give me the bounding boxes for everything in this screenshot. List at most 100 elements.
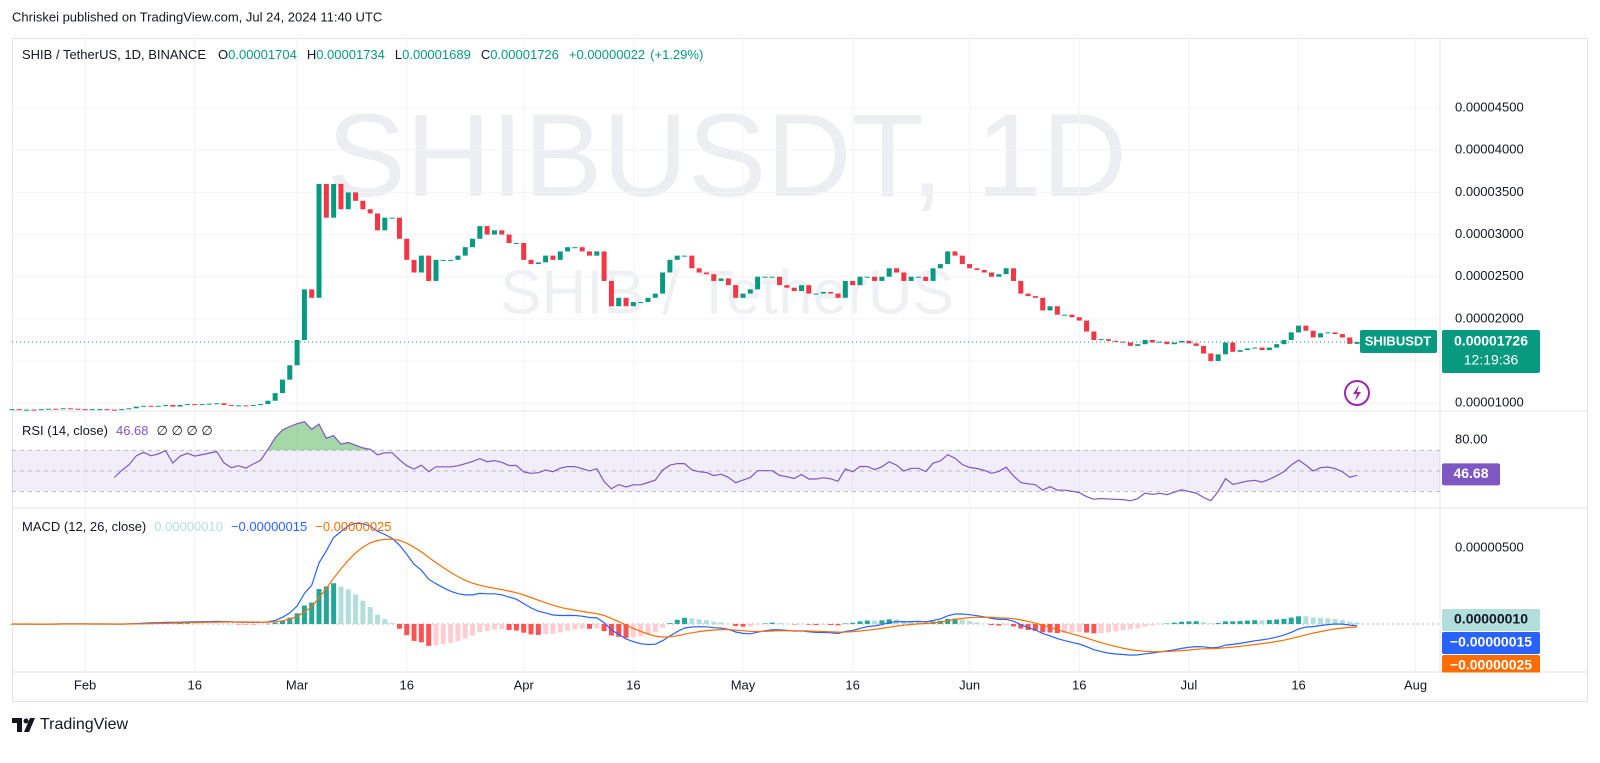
candle (46, 408, 52, 410)
macd-histogram-bar (236, 623, 242, 625)
y-tick-label: 0.00002500 (1455, 268, 1524, 283)
y-tick-label: 0.00004500 (1455, 99, 1524, 114)
price-tag (1442, 330, 1540, 374)
macd-histogram-bar (1091, 623, 1097, 634)
candle (740, 293, 746, 298)
candle (448, 259, 454, 261)
candle (1171, 342, 1177, 345)
candle (433, 259, 439, 281)
macd-histogram-bar (682, 617, 688, 624)
candle (375, 213, 380, 231)
change-pct: (+1.29%) (650, 47, 703, 62)
macd-histogram-bar (1230, 621, 1236, 624)
x-tick-label: 16 (845, 677, 859, 692)
candle (1010, 268, 1016, 281)
macd-histogram-bar (265, 623, 271, 625)
macd-histogram-bar (594, 623, 600, 629)
candle (711, 274, 717, 281)
candle (747, 289, 753, 294)
candle (323, 183, 329, 218)
candle (930, 268, 936, 281)
candle (294, 339, 300, 366)
macd-histogram-bar (1347, 621, 1353, 624)
macd-histogram-bar (345, 589, 351, 624)
plot-layer: SHIBUSDT, 1D SHIB / TetherUS Feb 16 Mar 16 Apr… (9, 38, 1588, 701)
x-tick-label: 16 (626, 677, 640, 692)
candle (1259, 347, 1265, 351)
macd-histogram-bar (1266, 620, 1272, 624)
macd-histogram-bar (725, 623, 731, 625)
macd-histogram-bar (1120, 623, 1126, 631)
candle (382, 217, 388, 231)
candle (97, 409, 103, 411)
signal-line (12, 538, 1358, 653)
change: +0.00000022 (569, 47, 645, 62)
candle (1032, 296, 1038, 298)
candle (565, 247, 571, 252)
macd-histogram-bar (674, 619, 680, 624)
macd-histogram-bar (221, 623, 227, 625)
macd-histogram-bar (199, 623, 205, 624)
candle (733, 285, 739, 298)
ohlc-key: O (218, 47, 228, 62)
candle (835, 293, 841, 298)
macd-histogram-tag (1442, 609, 1540, 631)
candle (894, 268, 900, 273)
macd-histogram-bar (740, 623, 746, 627)
macd-histogram-bar (1296, 616, 1302, 624)
macd-histogram-bar (360, 600, 366, 624)
candle (952, 251, 958, 256)
candle (594, 251, 600, 256)
macd-histogram-bar (426, 623, 432, 646)
macd-histogram-bar (1288, 617, 1294, 624)
candle (1332, 332, 1338, 335)
macd-histogram-bar (433, 623, 439, 646)
candle (1208, 353, 1214, 362)
candle (1003, 268, 1009, 275)
candle (184, 404, 190, 406)
candle (996, 274, 1002, 277)
macd-histogram-bar (1281, 618, 1287, 624)
macd-histogram-bar (850, 622, 856, 624)
candle (915, 276, 921, 278)
macd-histogram-bar (652, 623, 658, 633)
candle (674, 255, 680, 260)
macd-histogram-bar (842, 623, 848, 624)
candle (1113, 340, 1119, 342)
macd-histogram-bar (396, 623, 402, 629)
candle (1310, 330, 1316, 338)
macd-histogram-bar (506, 623, 512, 630)
candle (499, 230, 505, 235)
macd-histogram-bar (703, 620, 709, 624)
candle (945, 251, 951, 265)
macd-histogram-bar (513, 623, 519, 631)
macd-histogram-bar (1149, 623, 1155, 626)
footer-logo (12, 718, 35, 732)
candle (170, 404, 176, 407)
candle (528, 259, 534, 265)
symbol-name: SHIB / TetherUS, 1D, BINANCE (22, 47, 206, 62)
watermark-sub: SHIB / TetherUS (500, 258, 954, 327)
macd-histogram-bar (1237, 621, 1243, 624)
candle (177, 404, 183, 407)
macd-histogram-bar (382, 619, 388, 624)
logo-dot (23, 718, 29, 724)
candle (989, 272, 995, 277)
candle (798, 285, 804, 292)
candle (75, 408, 81, 410)
macd-histogram-bar (462, 623, 468, 639)
candle (703, 272, 709, 275)
candle (279, 379, 285, 394)
macd-histogram-bar (1032, 623, 1038, 631)
macd-histogram-bar (228, 623, 234, 625)
candle (521, 242, 527, 260)
candle (652, 293, 658, 298)
candle (316, 183, 322, 298)
candle (484, 226, 490, 235)
candle (455, 255, 461, 260)
candle (367, 209, 373, 214)
rsi-value-tag (1442, 463, 1500, 486)
ohlc-value: 0.00001704 (228, 47, 297, 62)
macd-histogram-bar (996, 623, 1002, 626)
symbol-line: SHIB / TetherUS, 1D, BINANCE O0.00001704 H… (22, 47, 703, 62)
